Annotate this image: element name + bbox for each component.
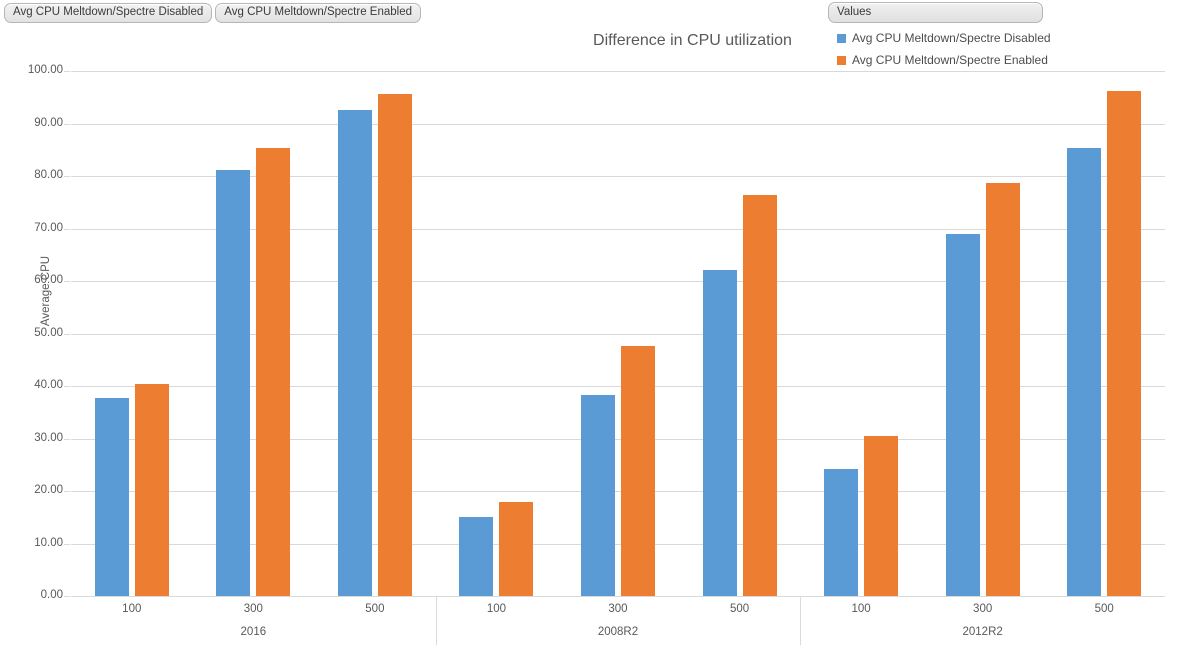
y-tick-label: 50.00 (34, 326, 63, 339)
group-label: 2016 (240, 626, 267, 638)
gridline (71, 438, 1165, 440)
bar[interactable] (256, 148, 291, 596)
y-tick-mark (64, 123, 70, 125)
legend-label-enabled: Avg CPU Meltdown/Spectre Enabled (852, 53, 1048, 67)
y-tick-mark (64, 228, 70, 230)
bar[interactable] (1107, 91, 1142, 596)
y-tick-label: 60.00 (34, 274, 63, 286)
y-tick-label: 40.00 (34, 379, 63, 391)
y-tick-mark (64, 386, 70, 387)
y-tick-label: 0.00 (40, 589, 63, 601)
legend-item-enabled[interactable]: Avg CPU Meltdown/Spectre Enabled (828, 54, 1048, 67)
gridline (71, 71, 1165, 72)
y-tick-mark (64, 438, 70, 440)
bar[interactable] (337, 109, 372, 596)
category-label: 500 (729, 603, 750, 615)
bar[interactable] (94, 397, 129, 596)
bar[interactable] (945, 233, 980, 596)
chart-title: Difference in CPU utilization (0, 32, 1181, 50)
gridline (71, 491, 1165, 492)
bar[interactable] (742, 194, 777, 596)
bar[interactable] (1067, 147, 1102, 596)
legend-header[interactable]: Values (828, 2, 1043, 23)
gridline (71, 543, 1165, 545)
legend-swatch-disabled (837, 34, 846, 43)
group-separator (800, 597, 802, 645)
category-label: 100 (486, 603, 507, 615)
bar[interactable] (864, 435, 899, 596)
y-tick-label: 70.00 (34, 221, 63, 234)
category-label: 100 (122, 603, 142, 615)
bar[interactable] (985, 182, 1020, 596)
category-label: 100 (851, 603, 871, 615)
filter-pill-enabled[interactable]: Avg CPU Meltdown/Spectre Enabled (215, 3, 422, 23)
y-tick-label: 90.00 (34, 116, 63, 129)
y-axis-ticks: 0.00 10.00 20.00 30.00 40.00 50.00 60.00 70.00 8… (0, 64, 1181, 601)
gridline (71, 176, 1165, 177)
y-tick-mark (64, 71, 70, 72)
y-tick-label: 20.00 (34, 484, 63, 496)
bar[interactable] (621, 346, 655, 596)
bar[interactable] (459, 517, 494, 596)
bar[interactable] (216, 169, 251, 596)
y-tick-mark (64, 281, 70, 282)
chart-title-text: Difference in CPU utilization (593, 32, 792, 49)
bar[interactable] (702, 269, 737, 596)
gridline (71, 281, 1165, 282)
group-label: 2012R2 (962, 626, 1003, 638)
slicer-filter-bar: Avg CPU Meltdown/Spectre Disabled Avg CP… (4, 3, 422, 23)
y-tick-mark (64, 543, 70, 545)
y-tick-mark (64, 596, 70, 597)
group-label: 2008R2 (597, 626, 639, 638)
plot-area (71, 71, 1165, 597)
y-tick-label: 80.00 (34, 169, 63, 181)
y-tick-label: 30.00 (34, 431, 63, 444)
y-tick-mark (64, 176, 70, 177)
gridline (71, 386, 1165, 387)
filter-pill-disabled[interactable]: Avg CPU Meltdown/Spectre Disabled (4, 3, 213, 23)
y-tick-mark (64, 333, 70, 335)
bar[interactable] (377, 94, 412, 596)
y-tick-label: 100.00 (27, 64, 63, 76)
x-axis-line (71, 596, 1165, 597)
y-tick-mark (64, 491, 70, 492)
group-separator (435, 597, 437, 645)
category-label: 500 (365, 603, 385, 615)
legend: Values Avg CPU Meltdown/Spectre Disabled… (828, 2, 1051, 67)
gridline (71, 123, 1165, 125)
category-label: 300 (243, 603, 263, 615)
bar[interactable] (134, 384, 169, 596)
category-label: 300 (973, 603, 993, 615)
legend-swatch-enabled (837, 56, 846, 65)
y-tick-label: 10.00 (34, 536, 63, 549)
category-label: 500 (1094, 603, 1114, 615)
legend-label-disabled: Avg CPU Meltdown/Spectre Disabled (852, 31, 1051, 45)
category-axis: 100 300 500 100 300 500 100 300 500 2016 2008R2 201… (71, 597, 1165, 645)
bar[interactable] (499, 501, 534, 596)
category-label: 300 (608, 603, 628, 615)
bar[interactable] (824, 468, 859, 596)
gridline (71, 228, 1165, 230)
bar[interactable] (581, 395, 615, 596)
legend-item-disabled[interactable]: Avg CPU Meltdown/Spectre Disabled (828, 32, 1051, 45)
gridline (71, 333, 1165, 335)
